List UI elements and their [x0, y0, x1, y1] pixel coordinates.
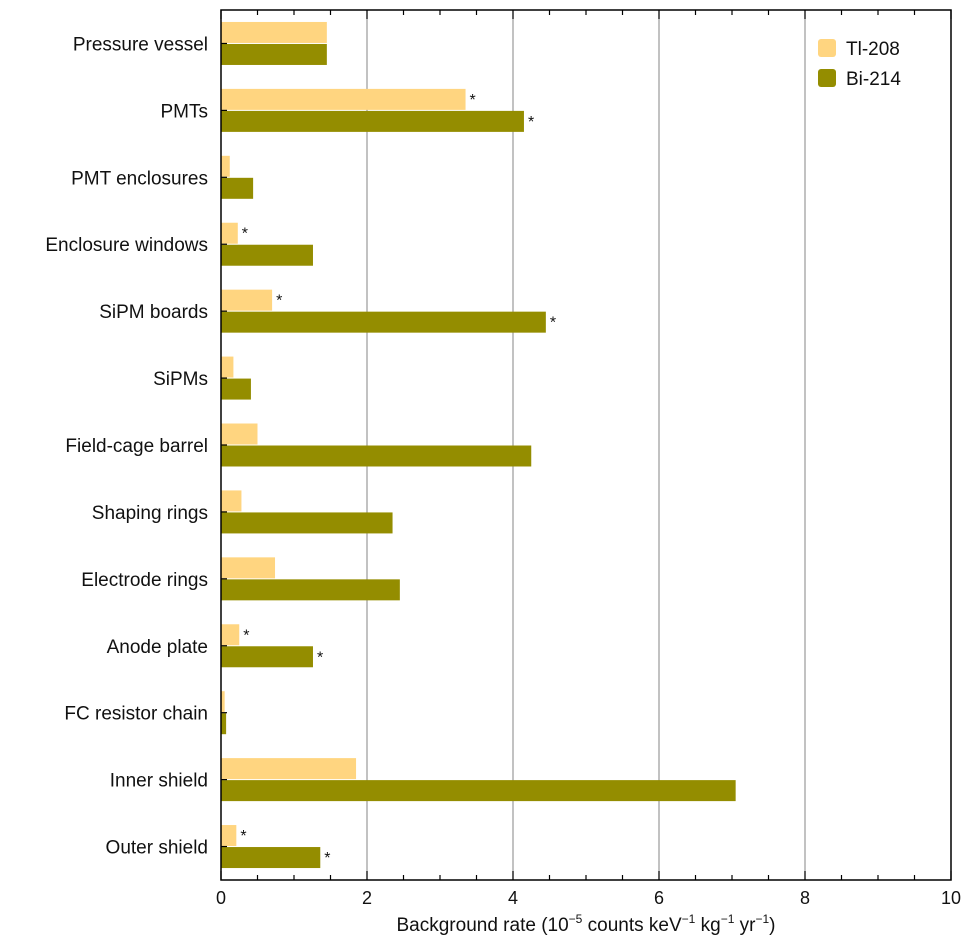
bar-tl-208-1: [221, 88, 466, 110]
bar-tl-208-0: [221, 21, 327, 43]
y-tick-layer: Pressure vessel PMTs PMT enclosures Enclosu…: [45, 34, 227, 859]
bar-tl-208-4: [221, 289, 273, 311]
category-label: SiPMs: [153, 369, 208, 390]
x-tick-label: 4: [508, 888, 518, 908]
x-axis-title-unit-1: counts keV: [582, 915, 682, 936]
legend-label: Tl-208: [846, 39, 900, 60]
category-label: Inner shield: [110, 771, 208, 792]
bar-bi-214-2: [221, 177, 254, 199]
x-tick-layer: 0 2 4 6 8 10: [216, 10, 961, 908]
significance-star: *: [242, 226, 248, 243]
significance-star: *: [317, 649, 323, 666]
significance-star: *: [243, 627, 249, 644]
significance-star: *: [550, 315, 556, 332]
category-label: Enclosure windows: [45, 235, 208, 256]
bar-tl-208-2: [221, 155, 230, 177]
category-label: Pressure vessel: [73, 34, 208, 55]
category-label: FC resistor chain: [64, 704, 208, 725]
x-tick-label: 2: [362, 888, 372, 908]
x-tick-label: 8: [800, 888, 810, 908]
category-label: Shaping rings: [92, 503, 208, 524]
plot-frame: [220, 9, 952, 881]
bar-tl-208-6: [221, 423, 258, 445]
x-tick-label: 0: [216, 888, 226, 908]
category-label: PMTs: [161, 101, 209, 122]
bar-bi-214-9: [221, 646, 313, 668]
category-label: Field-cage barrel: [65, 436, 208, 457]
bar-bi-214-11: [221, 780, 736, 802]
bar-tl-208-9: [221, 624, 240, 646]
legend-label: Bi-214: [846, 69, 901, 90]
category-label: Anode plate: [107, 637, 208, 658]
x-axis-title-unit-2: kg: [695, 915, 720, 936]
category-label: PMT enclosures: [71, 168, 208, 189]
bar-layer: [221, 21, 736, 869]
bar-tl-208-7: [221, 490, 242, 512]
bar-bi-214-0: [221, 43, 327, 65]
x-axis-title: Background rate (10−5 counts keV−1 kg−1 …: [397, 912, 776, 936]
bar-tl-208-10: [221, 691, 225, 713]
bar-tl-208-5: [221, 356, 234, 378]
bar-tl-208-3: [221, 222, 238, 244]
legend: Tl-208 Bi-214: [818, 39, 901, 90]
significance-star: *: [528, 114, 534, 131]
x-axis-title-unit-3: yr: [734, 915, 756, 936]
bar-bi-214-12: [221, 847, 321, 869]
bar-bi-214-7: [221, 512, 393, 534]
bar-tl-208-8: [221, 557, 276, 579]
category-label: SiPM boards: [99, 302, 208, 323]
x-axis-title-suffix: ): [769, 915, 775, 936]
frame-layer: [220, 9, 952, 881]
bar-bi-214-6: [221, 445, 532, 467]
bar-bi-214-5: [221, 378, 251, 400]
star-layer: * * * * * * * * *: [240, 92, 556, 867]
significance-star: *: [276, 293, 282, 310]
x-tick-label: 6: [654, 888, 664, 908]
x-axis-title-exponent-2: −1: [682, 912, 696, 926]
bar-bi-214-4: [221, 311, 546, 333]
x-axis-title-exponent-3: −1: [721, 912, 735, 926]
legend-swatch-bi-214: [818, 69, 836, 87]
significance-star: *: [470, 92, 476, 109]
bar-bi-214-1: [221, 110, 524, 132]
bar-tl-208-11: [221, 758, 357, 780]
bar-bi-214-10: [221, 713, 227, 735]
legend-swatch-tl-208: [818, 39, 836, 57]
significance-star: *: [324, 850, 330, 867]
bar-bi-214-8: [221, 579, 400, 601]
x-axis-title-exponent-1: −5: [569, 912, 583, 926]
category-label: Outer shield: [106, 838, 208, 859]
bar-tl-208-12: [221, 825, 237, 847]
grid-layer: [366, 10, 806, 880]
significance-star: *: [240, 828, 246, 845]
x-axis-title-prefix: Background rate (10: [397, 915, 569, 936]
bar-bi-214-3: [221, 244, 313, 266]
x-axis-title-exponent-4: −1: [755, 912, 769, 926]
category-label: Electrode rings: [81, 570, 208, 591]
x-tick-label: 10: [941, 888, 961, 908]
